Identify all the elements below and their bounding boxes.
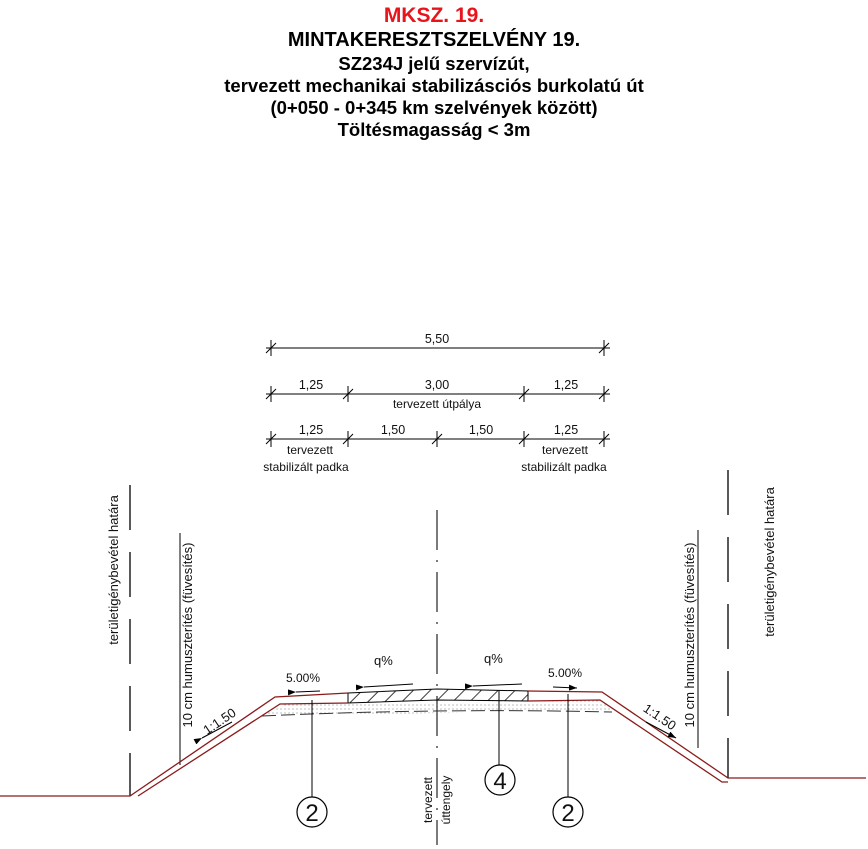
cross-slope-left: q%	[374, 653, 393, 668]
cross-slope-right: q%	[484, 651, 503, 666]
boundary-label-right: területigénybevétel határa	[762, 486, 777, 636]
axis-label-2: úttengely	[439, 776, 453, 825]
shoulder-arrow-right	[552, 684, 578, 691]
shoulder-label-right-1: tervezett	[542, 443, 589, 457]
axis-label-1: tervezett	[421, 776, 435, 823]
cross-slope-arrow-left	[355, 683, 414, 691]
shoulder-slope-left: 5.00%	[286, 671, 320, 685]
embankment-profile	[0, 690, 866, 797]
shoulder-label-left-2: stabilizált padka	[263, 460, 349, 474]
humus-label-right: 10 cm humuszterítés (füvesítés)	[682, 543, 697, 728]
layer-marker-center: 4	[484, 691, 516, 796]
svg-text:2: 2	[561, 800, 574, 827]
drawing-code: MKSZ. 19.	[383, 4, 485, 27]
cross-slope-arrow-right	[464, 683, 523, 690]
dimension-row-2	[265, 386, 610, 402]
dimension-total	[265, 340, 610, 356]
dim-total-label: 5,50	[425, 332, 449, 346]
dim-row3-4: 1,25	[554, 423, 578, 437]
dim-row3-1: 1,25	[299, 423, 323, 437]
shoulder-label-left-1: tervezett	[287, 443, 334, 457]
slope-arrow-right	[645, 721, 677, 739]
title-block: MKSZ. 19. MINTAKERESZTSZELVÉNY 19. SZ234…	[0, 4, 868, 141]
svg-text:4: 4	[493, 768, 506, 795]
humus-label-left: 10 cm humuszterítés (füvesítés)	[180, 543, 195, 728]
dimension-row-3	[265, 431, 610, 447]
shoulder-slope-right: 5.00%	[548, 666, 582, 680]
dim-row3-2: 1,50	[381, 423, 405, 437]
shoulder-arrow-left	[287, 689, 321, 696]
slope-label-left: 1:1.50	[200, 705, 238, 738]
subtitle-3: (0+050 - 0+345 km szelvények között)	[270, 97, 598, 118]
drawing-title: MINTAKERESZTSZELVÉNY 19.	[287, 29, 581, 51]
dim-row2-left: 1,25	[299, 378, 323, 392]
base-layer	[260, 700, 612, 716]
slope-arrow-left	[193, 721, 233, 745]
dim-row3-3: 1,50	[469, 423, 493, 437]
layer-marker-left: 2	[296, 700, 328, 828]
boundary-label-left: területigénybevétel határa	[106, 494, 121, 644]
subtitle-2: tervezett mechanikai stabilizásciós burk…	[224, 75, 644, 96]
svg-text:2: 2	[305, 800, 318, 827]
dim-row2-middle: 3,00	[425, 378, 449, 392]
layer-marker-right: 2	[552, 694, 584, 828]
subtitle-4: Töltésmagasság < 3m	[337, 119, 531, 140]
subtitle-1: SZ234J jelű szervízút,	[338, 53, 530, 74]
subgrade-line	[261, 710, 613, 717]
dim-row2-right: 1,25	[554, 378, 578, 392]
carriageway-label: tervezett útpálya	[393, 397, 481, 411]
slope-label-right: 1:1.50	[641, 701, 679, 734]
shoulder-label-right-2: stabilizált padka	[521, 460, 607, 474]
pavement-layer	[347, 688, 529, 704]
